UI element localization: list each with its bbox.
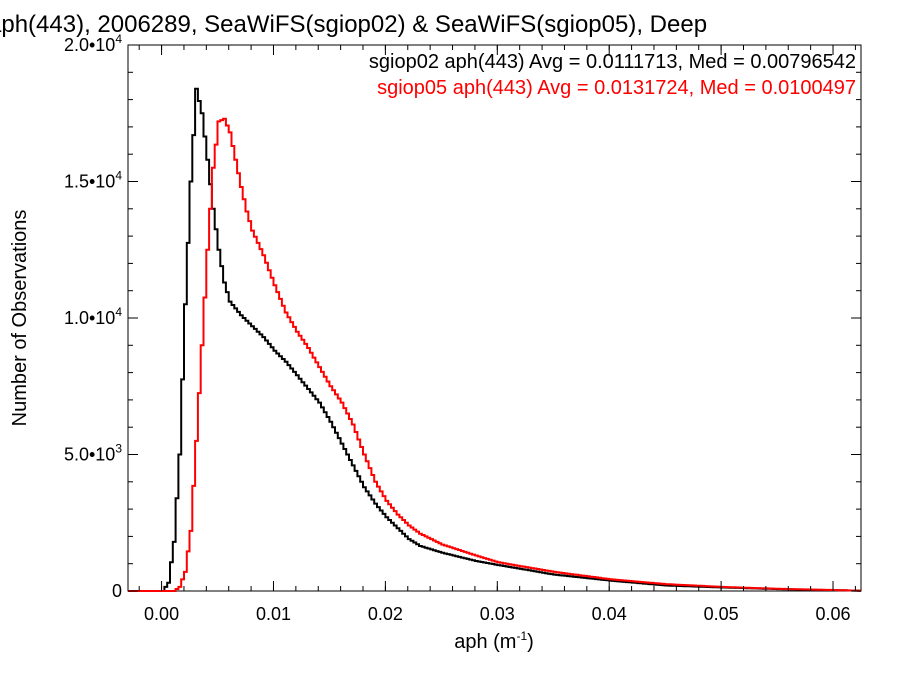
- x-tick-label: 0.02: [368, 604, 403, 624]
- y-tick-exponent: 4: [115, 305, 122, 319]
- y-tick-mantissa: 1.0•10: [64, 308, 115, 328]
- x-tick-label: 0.03: [480, 604, 515, 624]
- x-axis-label: aph (m-1): [454, 629, 534, 653]
- y-tick-exponent: 4: [115, 169, 122, 183]
- chart-title: aph(443), 2006289, SeaWiFS(sgiop02) & Se…: [0, 11, 707, 38]
- x-tick-label: 0.05: [704, 604, 739, 624]
- x-tick-label: 0.01: [256, 604, 291, 624]
- legend-entry-1: sgiop02 aph(443) Avg = 0.0111713, Med = …: [369, 51, 856, 73]
- y-tick-mantissa: 0: [112, 581, 122, 601]
- y-tick-exponent: 3: [115, 442, 122, 456]
- y-tick-exponent: 4: [115, 32, 122, 46]
- y-tick-label: 0: [112, 581, 122, 601]
- x-axis-label-exp: -1: [516, 629, 527, 643]
- y-tick-label: 5.0•103: [64, 442, 122, 465]
- y-tick-label: 1.0•104: [64, 305, 122, 328]
- series-group: [128, 87, 861, 592]
- y-tick-mantissa: 5.0•10: [64, 445, 115, 465]
- y-tick-mantissa: 1.5•10: [64, 172, 115, 192]
- x-axis-label-base: aph (m: [454, 631, 516, 653]
- plot-area-border: [127, 44, 862, 592]
- x-tick-label: 0.00: [144, 604, 179, 624]
- legend: sgiop02 aph(443) Avg = 0.0111713, Med = …: [369, 51, 856, 99]
- x-axis-ticks: 0.00 0.01 0.02 0.03 0.04 0.05 0.06: [138, 45, 856, 624]
- legend-entry-2: sgiop05 aph(443) Avg = 0.0131724, Med = …: [377, 77, 856, 99]
- x-tick-label: 0.04: [592, 604, 627, 624]
- y-tick-label: 2.0•104: [64, 32, 122, 55]
- plot-frame: [127, 44, 862, 592]
- y-tick-mantissa: 2.0•10: [64, 35, 115, 55]
- y-tick-label: 1.5•104: [64, 169, 122, 192]
- x-axis-label-close: ): [527, 631, 534, 653]
- x-tick-label: 0.06: [815, 604, 850, 624]
- series-2-line: [128, 117, 861, 592]
- y-axis-label: Number of Observations: [9, 210, 31, 427]
